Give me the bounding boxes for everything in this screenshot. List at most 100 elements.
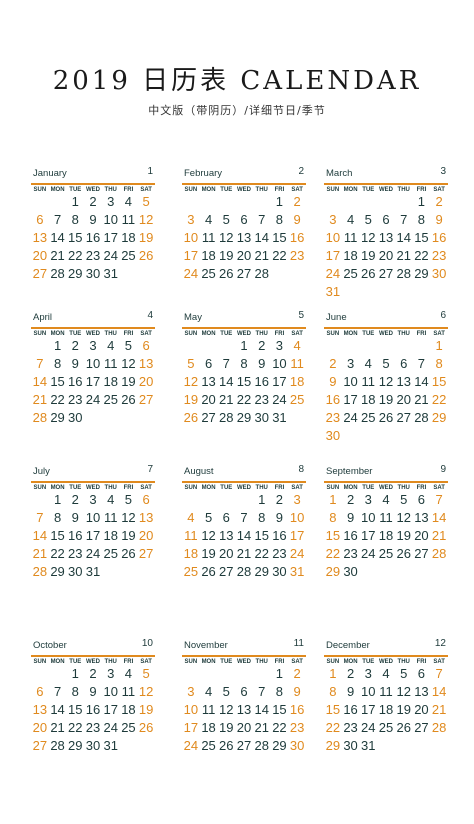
- day-number: 13: [138, 509, 154, 525]
- day-number: 10: [325, 229, 341, 245]
- day-cell: 18: [102, 375, 120, 393]
- day-number: 7: [435, 665, 443, 681]
- day-number: 26: [138, 719, 154, 735]
- day-cell: 12: [395, 685, 413, 703]
- day-cell: 17: [271, 375, 289, 393]
- weekday-label: SAT: [291, 186, 303, 193]
- month-name: January: [33, 168, 67, 179]
- day-cell: 11: [377, 511, 395, 529]
- day-number: 15: [325, 527, 341, 543]
- month-divider: [324, 655, 448, 657]
- weekday-label: SAT: [140, 484, 152, 491]
- day-number: 21: [414, 391, 429, 407]
- day-number: 13: [414, 683, 429, 699]
- day-number: 8: [275, 211, 284, 227]
- day-number: 26: [138, 247, 154, 263]
- day-cell: 10: [359, 685, 377, 703]
- weekday-label: SAT: [291, 484, 303, 491]
- month-header: January 1: [31, 166, 155, 182]
- day-number: 19: [121, 527, 136, 543]
- weekday-header: SUN MON TUE WED THU FRI SAT: [324, 485, 448, 491]
- day-number: 6: [417, 491, 426, 507]
- day-number: 28: [414, 409, 429, 425]
- month-header: April 4: [31, 310, 155, 326]
- day-number: 29: [68, 737, 83, 753]
- day-cell: 1: [49, 339, 67, 357]
- day-cell: 18: [288, 375, 306, 393]
- empty-cell: [31, 339, 49, 357]
- day-cell: 27: [395, 411, 413, 429]
- day-cell: 21: [430, 529, 448, 547]
- day-cell: 14: [253, 231, 271, 249]
- weekday-header: SUN MON TUE WED THU FRI SAT: [31, 659, 155, 665]
- day-number: 10: [85, 509, 101, 525]
- day-cell: 28: [395, 267, 413, 285]
- weekday-label: TUE: [69, 658, 82, 665]
- day-number: 25: [201, 737, 216, 753]
- day-number: 11: [361, 373, 376, 389]
- day-number: 4: [107, 337, 115, 353]
- day-number: 6: [204, 355, 213, 371]
- weekday-label: WED: [85, 330, 100, 337]
- month-divider: [324, 327, 448, 329]
- day-cell: 20: [217, 547, 235, 565]
- day-cell: 8: [271, 213, 289, 231]
- day-number: 15: [414, 229, 429, 245]
- month-divider: [182, 327, 306, 329]
- month-name: August: [184, 466, 214, 477]
- day-number: 11: [379, 509, 393, 525]
- day-cell: 20: [31, 249, 49, 267]
- day-number: 7: [36, 355, 44, 371]
- day-number: 9: [293, 683, 301, 699]
- month-number: 5: [298, 310, 304, 321]
- day-cell: 25: [377, 547, 395, 565]
- weekday-header: SUN MON TUE WED THU FRI SAT: [182, 331, 306, 337]
- month-number: 1: [147, 166, 153, 177]
- day-number: 27: [201, 409, 216, 425]
- day-number: 29: [68, 265, 83, 281]
- day-cell: 20: [200, 393, 218, 411]
- day-number: 3: [107, 193, 115, 209]
- weekday-label: FRI: [416, 330, 427, 337]
- day-cell: 1: [66, 667, 84, 685]
- day-cell: 21: [395, 249, 413, 267]
- day-cell: 15: [235, 375, 253, 393]
- day-number: 13: [414, 509, 429, 525]
- day-cell: 3: [102, 195, 120, 213]
- day-cell: 2: [342, 493, 360, 511]
- day-cell: 1: [430, 339, 448, 357]
- weekday-label: THU: [397, 658, 410, 665]
- month-name: December: [326, 640, 370, 651]
- day-number: 28: [50, 737, 65, 753]
- day-cell: 11: [120, 685, 138, 703]
- weekday-label: WED: [85, 484, 100, 491]
- weekday-label: MON: [50, 186, 65, 193]
- day-grid: 1 2 3 4 5 6 7 8 9 10 11 12 13 14 15 16 17 18 19 20 21 22 23 24 2…: [31, 339, 155, 429]
- day-number: 5: [222, 683, 230, 699]
- day-cell: 7: [31, 511, 49, 529]
- day-cell: 25: [200, 267, 218, 285]
- day-number: 30: [85, 737, 101, 753]
- day-number: 12: [219, 701, 234, 717]
- day-number: 25: [289, 391, 305, 407]
- day-cell: 3: [359, 493, 377, 511]
- day-number: 29: [325, 563, 341, 579]
- day-number: 31: [289, 563, 305, 579]
- day-cell: 12: [137, 685, 155, 703]
- month-name: June: [326, 312, 347, 323]
- day-cell: 16: [430, 231, 448, 249]
- day-cell: 2: [84, 667, 102, 685]
- month-number: 7: [147, 464, 153, 475]
- day-cell: 25: [120, 721, 138, 739]
- day-number: 15: [50, 527, 65, 543]
- day-cell: 23: [271, 547, 289, 565]
- day-number: 21: [50, 719, 65, 735]
- weekday-label: SUN: [33, 186, 47, 193]
- day-cell: 5: [182, 357, 200, 375]
- day-number: 18: [121, 701, 136, 717]
- day-number: 18: [103, 373, 118, 389]
- day-number: 3: [187, 683, 195, 699]
- day-cell: 13: [31, 231, 49, 249]
- day-cell: 28: [235, 565, 253, 583]
- day-number: 25: [103, 545, 118, 561]
